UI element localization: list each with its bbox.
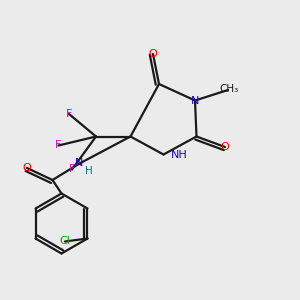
Text: N: N [75, 158, 84, 169]
Text: CH₃: CH₃ [220, 83, 239, 94]
Text: F: F [66, 109, 72, 119]
Text: O: O [220, 142, 230, 152]
Text: O: O [22, 163, 32, 173]
Text: F: F [55, 140, 62, 151]
Text: Cl: Cl [59, 236, 70, 247]
Text: N: N [191, 95, 199, 106]
Text: NH: NH [171, 149, 188, 160]
Text: H: H [85, 166, 92, 176]
Text: F: F [69, 164, 75, 175]
Text: O: O [148, 49, 158, 59]
